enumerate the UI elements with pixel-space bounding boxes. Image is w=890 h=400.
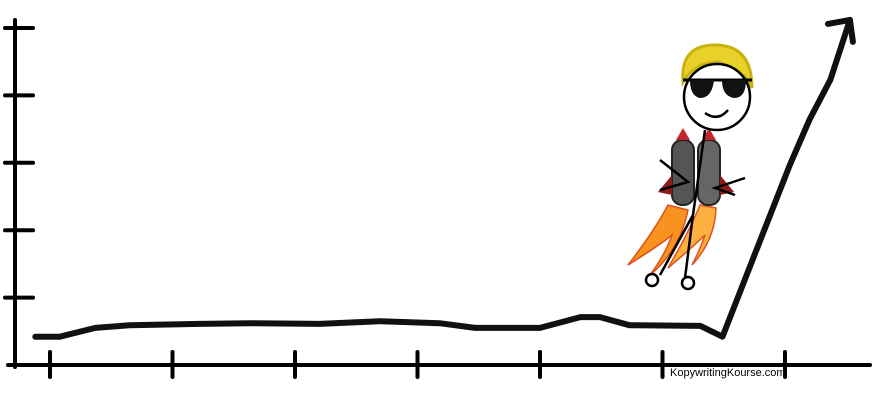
head xyxy=(682,62,752,132)
series-line xyxy=(32,16,853,340)
jetpack-fin xyxy=(658,175,672,195)
axes xyxy=(3,18,872,379)
right-foot xyxy=(680,275,696,291)
flame-right xyxy=(667,204,717,269)
smile xyxy=(704,109,729,119)
jetpack-stick-figure xyxy=(627,43,754,291)
left-foot xyxy=(644,272,660,288)
jetpack-cone xyxy=(702,128,716,140)
left-arm xyxy=(659,159,691,192)
torso xyxy=(691,129,707,216)
flame-left xyxy=(627,204,689,276)
watermark: KopywritingKourse.com xyxy=(670,367,786,379)
arrow-head xyxy=(824,16,856,45)
hair xyxy=(681,43,754,89)
jetpack-cone xyxy=(676,128,690,140)
right-arm xyxy=(711,176,746,197)
sunglasses-icon xyxy=(683,78,752,98)
legs xyxy=(658,214,695,279)
